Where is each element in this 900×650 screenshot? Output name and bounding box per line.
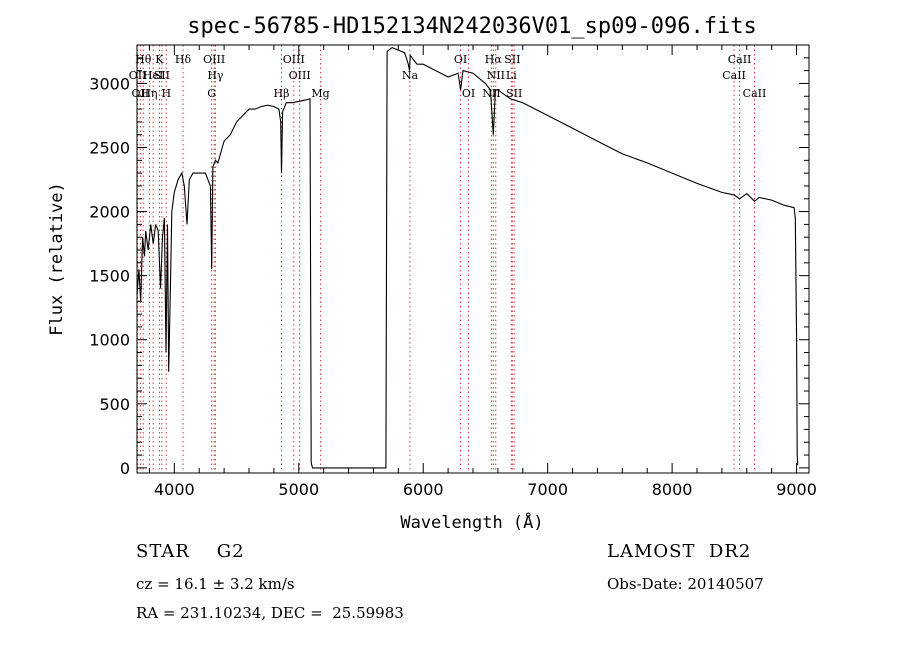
- line-label: H: [161, 87, 171, 100]
- line-label: SII: [506, 87, 522, 100]
- line-label: Hβ: [274, 87, 290, 100]
- line-label: Hγ: [207, 69, 224, 82]
- line-label: HeI: [143, 69, 163, 82]
- line-label: OIII: [283, 53, 305, 66]
- line-label: OIII: [203, 53, 225, 66]
- spectrum-series-line: [136, 46, 799, 469]
- y-tick-label: 2500: [89, 139, 130, 158]
- coordinates: RA = 231.10234, DEC = 25.59983: [136, 604, 404, 622]
- line-label: NII: [487, 69, 505, 82]
- y-tick-label: 2000: [89, 203, 130, 222]
- x-tick-label: 4000: [154, 480, 195, 499]
- line-label: OI: [454, 53, 467, 66]
- line-label: SII: [504, 53, 520, 66]
- x-tick-label: 9000: [776, 480, 817, 499]
- y-axis: 0 500 1000 1500 2000 2500 3000: [89, 57, 809, 478]
- x-tick-label: 7000: [527, 480, 568, 499]
- line-label: CaII: [722, 69, 746, 82]
- y-tick-label: 1500: [89, 267, 130, 286]
- survey-name: LAMOST DR2: [607, 541, 752, 562]
- plot-frame: [136, 44, 810, 474]
- y-axis-label: Flux (relative): [47, 182, 67, 336]
- x-tick-label: 8000: [652, 480, 693, 499]
- line-label: NII: [482, 87, 500, 100]
- line-label: Hδ: [175, 53, 192, 66]
- line-label: Hα: [485, 53, 503, 66]
- redshift-value: cz = 16.1 ± 3.2 km/s: [136, 575, 295, 593]
- line-label: G: [207, 87, 216, 100]
- line-label: OI: [462, 87, 475, 100]
- line-label: CaII: [743, 87, 767, 100]
- y-tick-label: 1000: [89, 331, 130, 350]
- line-label: OII: [129, 69, 147, 82]
- line-label: CaII: [728, 53, 752, 66]
- line-label: Hη: [141, 87, 157, 100]
- line-label: Na: [402, 69, 419, 82]
- x-axis: 4000 5000 6000 7000 8000 9000: [148, 45, 817, 499]
- y-tick-label: 3000: [89, 74, 130, 93]
- line-label: Hθ: [135, 53, 152, 66]
- line-label: Mg: [311, 87, 329, 100]
- x-tick-label: 6000: [403, 480, 444, 499]
- x-tick-label: 5000: [278, 480, 319, 499]
- spectral-line-markers: [137, 45, 755, 473]
- line-label: K: [155, 53, 164, 66]
- line-label: Li: [506, 69, 517, 82]
- chart-title: spec-56785-HD152134N242036V01_sp09-096.f…: [187, 14, 757, 39]
- observation-date: Obs-Date: 20140507: [607, 575, 764, 593]
- line-label: SII: [154, 69, 170, 82]
- object-class: STAR G2: [136, 541, 245, 562]
- x-axis-label: Wavelength (Å): [400, 511, 543, 533]
- y-tick-label: 500: [99, 395, 130, 414]
- line-label: OII: [132, 87, 150, 100]
- y-tick-label: 0: [120, 459, 130, 478]
- line-label: OIII: [289, 69, 311, 82]
